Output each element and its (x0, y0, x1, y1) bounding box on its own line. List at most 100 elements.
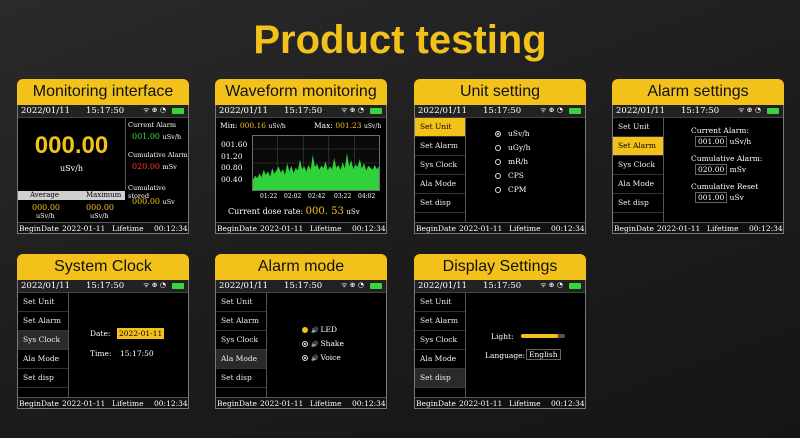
menu-item-set-alarm[interactable]: Set Alarm (18, 312, 68, 331)
radio-icon (495, 145, 501, 151)
min-value: 000.16 (239, 121, 267, 130)
max-unit: uSv/h (90, 212, 109, 220)
date-input[interactable]: 2022-01-11 (117, 328, 165, 339)
status-bar: 2022/01/11 15:17:50 ᯤ ⊕ ◔ (415, 280, 585, 293)
menu-item-set-alarm[interactable]: Set Alarm (613, 137, 663, 156)
unit-option-label: mR/h (508, 157, 529, 166)
unit-option[interactable]: uSv/h (495, 129, 530, 138)
menu-item-set-unit[interactable]: Set Unit (415, 293, 465, 312)
card-title: Unit setting (414, 79, 586, 105)
footer-date: 2022-01-11 (657, 224, 701, 233)
cum-stored-label: Cumulative stored (128, 184, 166, 200)
footer-lifetime: Lifetime (509, 399, 541, 408)
x-tick: 02:02 (284, 193, 302, 200)
current-alarm-unit: uSv/h (729, 137, 752, 146)
cum-alarm-unit: mSv (729, 165, 747, 174)
light-slider[interactable] (521, 334, 565, 338)
menu-item-set-disp[interactable]: Set disp (415, 369, 465, 388)
date-label: Date: (90, 329, 111, 338)
menu-item-set-unit[interactable]: Set Unit (216, 293, 266, 312)
menu-item-set-unit[interactable]: Set Unit (18, 293, 68, 312)
menu-item-set-disp[interactable]: Set disp (18, 369, 68, 388)
radio-icon (495, 173, 501, 179)
max-value: 001.23 (335, 121, 362, 130)
status-date: 2022/01/11 (219, 281, 268, 291)
menu-item-set-disp[interactable]: Set disp (613, 194, 663, 213)
status-time: 15:17:50 (86, 106, 125, 116)
speaker-icon: 🔊 (311, 355, 319, 362)
unit-option-label: CPM (508, 185, 527, 194)
footer-bar: BeginDate 2022-01-11 Lifetime 00:12:34 (613, 222, 783, 233)
time-label: Time: (90, 349, 112, 358)
unit-option[interactable]: CPM (495, 185, 526, 194)
cum-alarm-label: Cumulative Alarm (128, 151, 188, 159)
status-icons: ᯤ ⊕ ◔ (540, 281, 563, 289)
cum-stored-unit: uSv (162, 198, 175, 206)
avg-label: Average (30, 191, 60, 199)
menu-item-set-disp[interactable]: Set disp (415, 194, 465, 213)
menu-item-sys-clock[interactable]: Sys Clock (216, 331, 266, 350)
card-title: Monitoring interface (17, 79, 189, 105)
unit-option-label: uSv/h (508, 129, 530, 138)
menu-item-ala-mode[interactable]: Ala Mode (613, 175, 663, 194)
mode-option-label: Shake (320, 339, 344, 348)
menu-item-ala-mode[interactable]: Ala Mode (18, 350, 68, 369)
unit-option[interactable]: uGy/h (495, 143, 530, 152)
footer-lifetime: Lifetime (707, 224, 739, 233)
footer-elapsed: 00:12:34 (154, 224, 188, 233)
radio-icon (495, 187, 501, 193)
menu-item-sys-clock[interactable]: Sys Clock (18, 331, 68, 350)
menu-item-sys-clock[interactable]: Sys Clock (613, 156, 663, 175)
device-screen: 2022/01/11 15:17:50 ᯤ ⊕ ◔ Set Unit Set A… (612, 105, 784, 234)
menu-item-sys-clock[interactable]: Sys Clock (415, 156, 465, 175)
card-waveform: Waveform monitoring 2022/01/11 15:17:50 … (215, 79, 387, 234)
menu-item-set-unit[interactable]: Set Unit (613, 118, 663, 137)
cum-reset-field[interactable]: 001.00 uSv (695, 192, 744, 203)
status-icons: ᯤ ⊕ ◔ (341, 106, 364, 114)
card-title: Waveform monitoring (215, 79, 387, 105)
cum-alarm-field[interactable]: 020.00 mSv (695, 164, 747, 175)
battery-icon (569, 108, 581, 114)
time-input[interactable]: 15:17:50 (120, 349, 154, 358)
menu-item-set-alarm[interactable]: Set Alarm (415, 137, 465, 156)
cum-reset-unit: uSv (729, 193, 744, 202)
footer-date: 2022-01-11 (62, 224, 106, 233)
y-tick: 001.60 (221, 140, 248, 149)
main-reading: 000.00 (34, 132, 109, 159)
status-time: 15:17:50 (483, 281, 522, 291)
current-alarm-field[interactable]: 001.00 uSv/h (695, 136, 752, 147)
menu-item-sys-clock[interactable]: Sys Clock (415, 331, 465, 350)
max-label: Max: (314, 121, 333, 130)
x-tick: 02:42 (308, 193, 326, 200)
language-select[interactable]: English (526, 349, 561, 360)
unit-option-label: CPS (508, 171, 524, 180)
cum-stored-value: 000.00 (132, 197, 160, 206)
footer-bar: BeginDate 2022-01-11 Lifetime 00:12:34 (216, 222, 386, 233)
menu-item-set-alarm[interactable]: Set Alarm (415, 312, 465, 331)
footer-lifetime: Lifetime (310, 399, 342, 408)
footer-begin: BeginDate (217, 399, 257, 408)
mode-option-voice[interactable]: 🔊 Voice (302, 353, 341, 362)
device-screen: 2022/01/11 15:17:50 ᯤ ⊕ ◔ Set Unit Set A… (215, 280, 387, 409)
light-label: Light: (491, 332, 514, 341)
battery-icon (767, 108, 779, 114)
settings-menu: Set Unit Set Alarm Sys Clock Ala Mode Se… (415, 118, 466, 222)
footer-date: 2022-01-11 (62, 399, 106, 408)
page-title: Product testing (253, 18, 547, 62)
mode-option-shake[interactable]: 🔊 Shake (302, 339, 344, 348)
menu-item-set-unit[interactable]: Set Unit (415, 118, 465, 137)
mode-option-led[interactable]: 🔊 LED (302, 325, 337, 334)
status-date: 2022/01/11 (21, 106, 70, 116)
menu-item-ala-mode[interactable]: Ala Mode (415, 175, 465, 194)
footer-bar: BeginDate 2022-01-11 Lifetime 00:12:34 (18, 222, 188, 233)
card-unit-setting: Unit setting 2022/01/11 15:17:50 ᯤ ⊕ ◔ S… (414, 79, 586, 234)
device-screen: 2022/01/11 15:17:50 ᯤ ⊕ ◔ 000.00 uSv/h C… (17, 105, 189, 234)
menu-item-set-alarm[interactable]: Set Alarm (216, 312, 266, 331)
menu-item-ala-mode[interactable]: Ala Mode (216, 350, 266, 369)
menu-item-set-disp[interactable]: Set disp (216, 369, 266, 388)
unit-option[interactable]: mR/h (495, 157, 528, 166)
menu-item-ala-mode[interactable]: Ala Mode (415, 350, 465, 369)
unit-option[interactable]: CPS (495, 171, 524, 180)
language-label: Language: (485, 351, 526, 360)
status-bar: 2022/01/11 15:17:50 ᯤ ⊕ ◔ (216, 105, 386, 118)
